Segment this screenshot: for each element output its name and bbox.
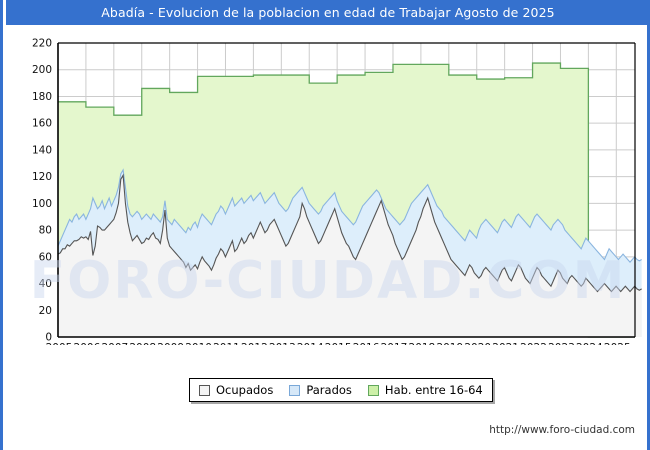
svg-text:2022: 2022 xyxy=(520,342,547,345)
svg-text:2006: 2006 xyxy=(74,342,101,345)
plot-area: 0204060801001201401601802002202005200620… xyxy=(3,25,650,345)
svg-text:2025: 2025 xyxy=(604,342,631,345)
svg-text:140: 140 xyxy=(32,144,52,156)
legend-label-ocupados: Ocupados xyxy=(216,383,274,397)
chart-title-bar: Abadía - Evolucion de la poblacion en ed… xyxy=(6,0,650,25)
legend-item-parados: Parados xyxy=(289,383,352,397)
footer-url: http://www.foro-ciudad.com xyxy=(489,424,635,436)
svg-text:2017: 2017 xyxy=(381,342,408,345)
legend-swatch-ocupados xyxy=(199,384,210,396)
svg-text:80: 80 xyxy=(39,225,52,237)
svg-text:2016: 2016 xyxy=(353,342,380,345)
svg-text:2015: 2015 xyxy=(325,342,352,345)
svg-text:2011: 2011 xyxy=(213,342,240,345)
svg-text:2020: 2020 xyxy=(464,342,491,345)
svg-text:2012: 2012 xyxy=(241,342,268,345)
svg-text:2010: 2010 xyxy=(185,342,212,345)
svg-text:180: 180 xyxy=(32,91,52,103)
legend-label-habitantes: Hab. entre 16-64 xyxy=(384,383,483,397)
legend-swatch-parados xyxy=(289,384,301,396)
legend-item-ocupados: Ocupados xyxy=(199,383,273,397)
svg-text:2021: 2021 xyxy=(492,342,519,345)
svg-text:2008: 2008 xyxy=(129,342,156,345)
svg-text:0: 0 xyxy=(45,332,52,344)
chart-legend: Ocupados Parados Hab. entre 16-64 xyxy=(189,378,493,402)
svg-text:2009: 2009 xyxy=(157,342,184,345)
svg-text:60: 60 xyxy=(39,251,52,263)
svg-text:20: 20 xyxy=(39,305,52,317)
svg-text:2013: 2013 xyxy=(269,342,296,345)
svg-text:220: 220 xyxy=(32,38,52,50)
legend-item-habitantes: Hab. entre 16-64 xyxy=(367,383,483,397)
svg-text:40: 40 xyxy=(39,278,52,290)
svg-text:2018: 2018 xyxy=(409,342,436,345)
svg-text:2007: 2007 xyxy=(101,342,128,345)
svg-text:120: 120 xyxy=(32,171,52,183)
chart-svg: 0204060801001201401601802002202005200620… xyxy=(32,38,642,345)
svg-text:200: 200 xyxy=(32,64,52,76)
svg-text:100: 100 xyxy=(32,198,52,210)
svg-text:2024: 2024 xyxy=(576,342,603,345)
legend-swatch-habitantes xyxy=(367,384,379,396)
svg-text:2023: 2023 xyxy=(548,342,575,345)
svg-text:2019: 2019 xyxy=(436,342,463,345)
svg-text:160: 160 xyxy=(32,118,52,130)
svg-text:2005: 2005 xyxy=(46,342,73,345)
page-title: Abadía - Evolucion de la poblacion en ed… xyxy=(101,5,555,20)
legend-label-parados: Parados xyxy=(306,383,352,397)
